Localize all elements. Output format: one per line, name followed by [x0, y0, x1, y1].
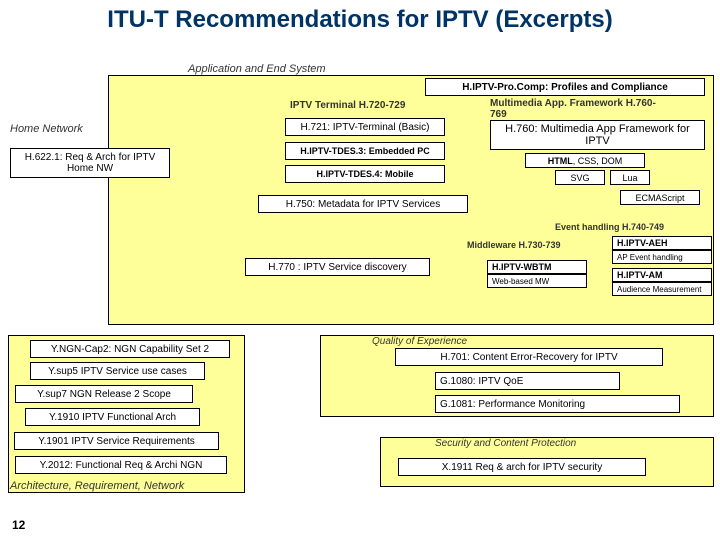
qoe-label: Quality of Experience [372, 336, 467, 347]
app-end-label: Application and End System [188, 63, 326, 75]
box-h622: H.622.1: Req & Arch for IPTV Home NW [10, 148, 170, 178]
box-h-iptv-procomp: H.IPTV-Pro.Comp: Profiles and Compliance [425, 78, 705, 96]
box-h701: H.701: Content Error-Recovery for IPTV [395, 348, 663, 366]
box-y-1910: Y.1910 IPTV Functional Arch [25, 408, 200, 426]
arch-label: Architecture, Requirement, Network [10, 480, 184, 492]
box-g1080: G.1080: IPTV QoE [435, 372, 620, 390]
box-html-css: HTML, CSS, DOM [525, 153, 645, 168]
box-h770: H.770 : IPTV Service discovery [245, 258, 430, 276]
box-ap-event: AP Event handling [612, 250, 712, 264]
security-label: Security and Content Protection [435, 438, 576, 449]
iptv-terminal-label: IPTV Terminal H.720-729 [290, 100, 405, 111]
box-y-ngn-cap2: Y.NGN-Cap2: NGN Capability Set 2 [30, 340, 230, 358]
box-h721: H.721: IPTV-Terminal (Basic) [285, 118, 445, 136]
box-y-1901: Y.1901 IPTV Service Requirements [14, 432, 219, 450]
page-title: ITU-T Recommendations for IPTV (Excerpts… [0, 0, 720, 35]
box-g1081: G.1081: Performance Monitoring [435, 395, 680, 413]
box-lua: Lua [610, 170, 650, 185]
box-x1911: X.1911 Req & arch for IPTV security [398, 458, 646, 476]
box-h-iptv-am: H.IPTV-AM [612, 268, 712, 282]
event-handling-label: Event handling H.740-749 [555, 222, 664, 232]
box-audience: Audience Measurement [612, 282, 712, 296]
box-h-iptv-aeh: H.IPTV-AEH [612, 236, 712, 250]
box-y-2012: Y.2012: Functional Req & Archi NGN [15, 456, 227, 474]
box-y-sup5: Y.sup5 IPTV Service use cases [30, 362, 205, 380]
middleware-label: Middleware H.730-739 [467, 240, 561, 250]
box-h760: H.760: Multimedia App Framework for IPTV [490, 120, 705, 150]
box-h-iptv-wbtm: H.IPTV-WBTM [487, 260, 587, 274]
box-web-mw: Web-based MW [487, 274, 587, 288]
home-network-label: Home Network [10, 123, 83, 135]
box-h750: H.750: Metadata for IPTV Services [258, 195, 468, 213]
box-y-sup7: Y.sup7 NGN Release 2 Scope [15, 385, 193, 403]
box-svg: SVG [555, 170, 605, 185]
box-h-iptv-tdes3: H.IPTV-TDES.3: Embedded PC [285, 142, 445, 160]
page-number: 12 [12, 518, 25, 532]
multimedia-label: Multimedia App. Framework H.760-769 [490, 98, 670, 120]
box-ecmascript: ECMAScript [620, 190, 700, 205]
box-h-iptv-tdes4: H.IPTV-TDES.4: Mobile [285, 165, 445, 183]
